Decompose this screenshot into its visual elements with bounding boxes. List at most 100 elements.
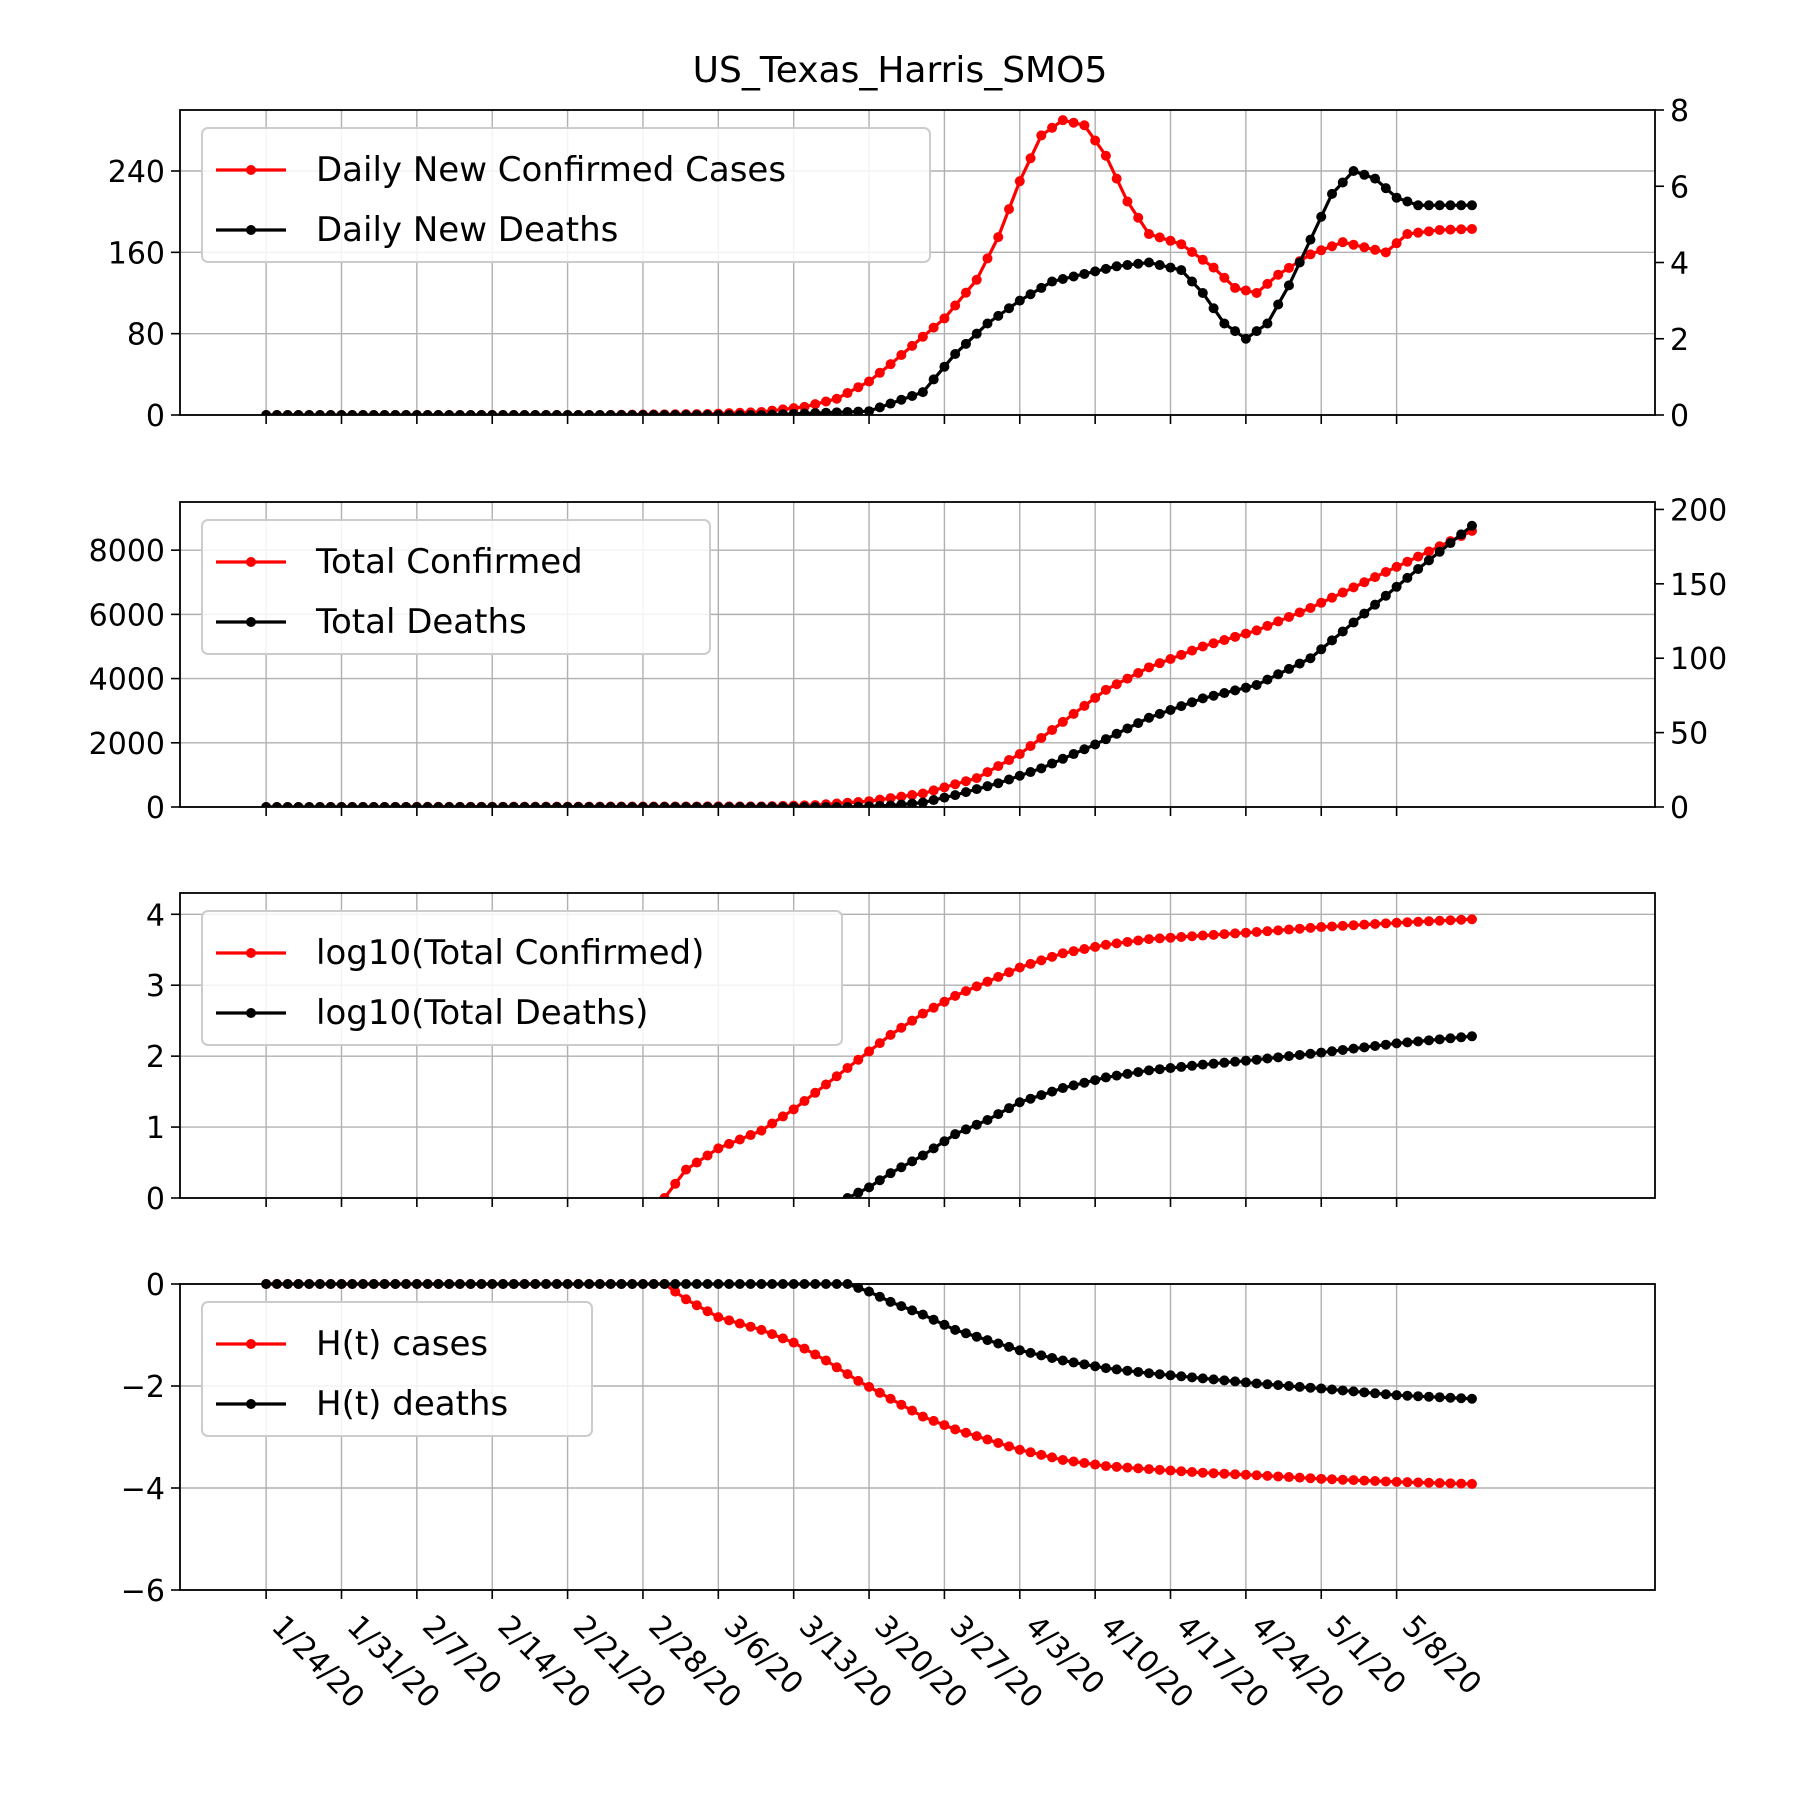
y-right-tick-label: 4: [1670, 247, 1689, 282]
data-point: [1445, 1392, 1456, 1403]
y-right-tick-label: 150: [1670, 568, 1727, 603]
data-point: [659, 410, 670, 415]
data-point: [896, 394, 907, 405]
data-point: [1359, 1475, 1370, 1486]
data-point: [1251, 1054, 1262, 1065]
data-point: [1143, 1464, 1154, 1475]
data-point: [1090, 692, 1101, 703]
data-point: [907, 790, 918, 801]
y-right-tick-label: 6: [1670, 170, 1689, 205]
data-point: [1208, 1468, 1219, 1479]
data-point: [1165, 1370, 1176, 1381]
data-point: [1090, 135, 1101, 146]
data-point: [1370, 173, 1381, 184]
chart-panel-4: −6 −4 −2 0 H(t) cases H(t) deaths: [121, 1268, 1656, 1609]
data-point: [960, 986, 971, 997]
data-point: [1240, 682, 1251, 693]
data-point: [864, 1381, 875, 1392]
data-point: [444, 802, 455, 807]
data-point: [982, 1335, 993, 1346]
data-point: [1004, 755, 1015, 766]
data-point: [745, 410, 756, 415]
data-point: [487, 802, 498, 807]
data-point: [1219, 318, 1230, 329]
y-right-tick-label: 50: [1670, 717, 1708, 752]
data-point: [1294, 607, 1305, 618]
legend-box: [201, 910, 843, 1046]
data-point: [519, 802, 530, 807]
data-point: [939, 996, 950, 1007]
data-point: [1391, 917, 1402, 928]
data-point: [1154, 708, 1165, 719]
data-point: [1230, 631, 1241, 642]
data-point: [982, 253, 993, 264]
data-point: [1391, 1390, 1402, 1401]
data-point: [896, 799, 907, 807]
data-point: [767, 1329, 778, 1340]
data-point: [691, 1300, 702, 1311]
data-point: [831, 802, 842, 807]
data-point: [1025, 1093, 1036, 1104]
data-point: [1445, 538, 1456, 549]
data-point: [336, 410, 347, 415]
data-point: [799, 1343, 810, 1354]
data-point: [896, 350, 907, 361]
data-point: [261, 802, 272, 807]
data-point: [1143, 1065, 1154, 1076]
data-point: [1391, 561, 1402, 572]
legend-marker: [246, 1339, 256, 1349]
data-point: [681, 1164, 692, 1175]
data-point: [454, 410, 465, 415]
data-point: [1187, 931, 1198, 942]
series-line-2: [846, 1034, 1473, 1198]
data-point: [1391, 1038, 1402, 1049]
data-point: [993, 1437, 1004, 1448]
data-point: [982, 1114, 993, 1125]
data-point: [853, 1375, 864, 1386]
data-point: [530, 410, 541, 415]
data-point: [1176, 931, 1187, 942]
data-point: [1370, 1388, 1381, 1399]
data-point: [1273, 1052, 1284, 1063]
legend-marker: [246, 165, 256, 175]
data-point: [1423, 200, 1434, 211]
data-point: [713, 1312, 724, 1323]
data-point: [1402, 572, 1413, 583]
data-point: [368, 802, 379, 807]
data-point: [1316, 644, 1327, 655]
data-point: [325, 410, 336, 415]
data-point: [1068, 1080, 1079, 1091]
data-point: [1208, 638, 1219, 649]
data-point: [1370, 919, 1381, 930]
data-point: [1251, 288, 1262, 298]
data-point: [1036, 955, 1047, 966]
data-point: [551, 802, 562, 807]
data-point: [1187, 246, 1198, 257]
data-point: [1262, 674, 1273, 685]
data-point: [1036, 1449, 1047, 1460]
data-point: [390, 802, 401, 807]
data-point: [1402, 556, 1413, 567]
data-point: [562, 802, 573, 807]
y-tick-label: 80: [127, 318, 165, 353]
data-point: [1100, 684, 1111, 695]
data-point: [939, 1319, 950, 1330]
data-point: [1283, 663, 1294, 674]
data-point: [1079, 1359, 1090, 1370]
data-point: [1090, 739, 1101, 750]
data-point: [1316, 245, 1327, 256]
data-point: [799, 408, 810, 415]
data-point: [1251, 326, 1262, 337]
data-point: [874, 1038, 885, 1049]
data-point: [282, 410, 293, 415]
data-point: [1154, 232, 1165, 243]
data-point: [874, 1291, 885, 1302]
data-point: [1273, 299, 1284, 310]
data-point: [1014, 295, 1025, 306]
legend-label: H(t) cases: [316, 1324, 488, 1364]
data-point: [993, 232, 1004, 243]
data-point: [917, 788, 928, 799]
data-point: [1219, 1375, 1230, 1386]
data-point: [993, 1338, 1004, 1349]
data-point: [960, 1124, 971, 1135]
